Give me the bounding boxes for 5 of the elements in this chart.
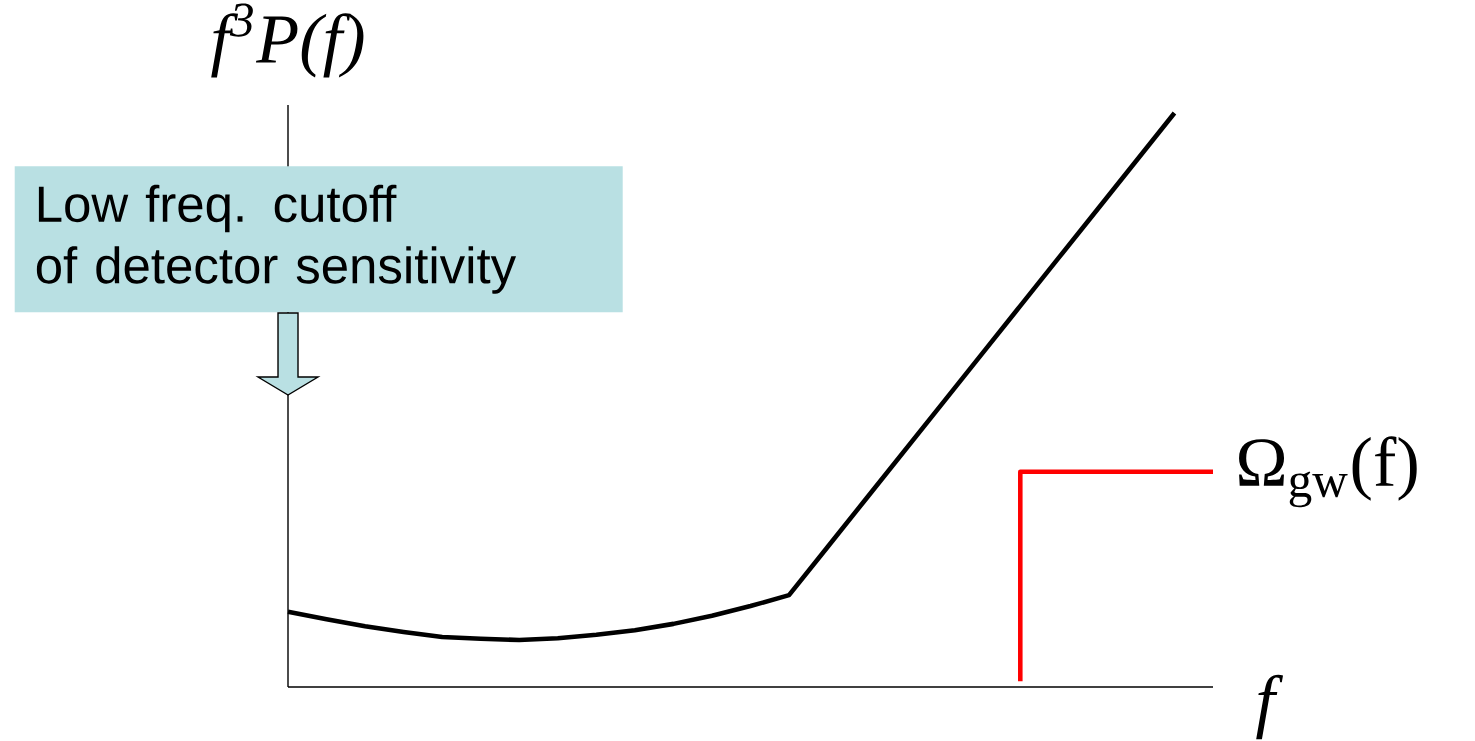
annotation: Low freq. cutoff [38, 184, 397, 233]
annotation: of detector sensitivity [36, 246, 517, 294]
series-label: Ω$_{gw}$(f) [1239, 436, 1417, 508]
x-axis-title: f [1256, 674, 1284, 740]
y-axis-title: f$^{3}$P(f) [211, 3, 364, 78]
